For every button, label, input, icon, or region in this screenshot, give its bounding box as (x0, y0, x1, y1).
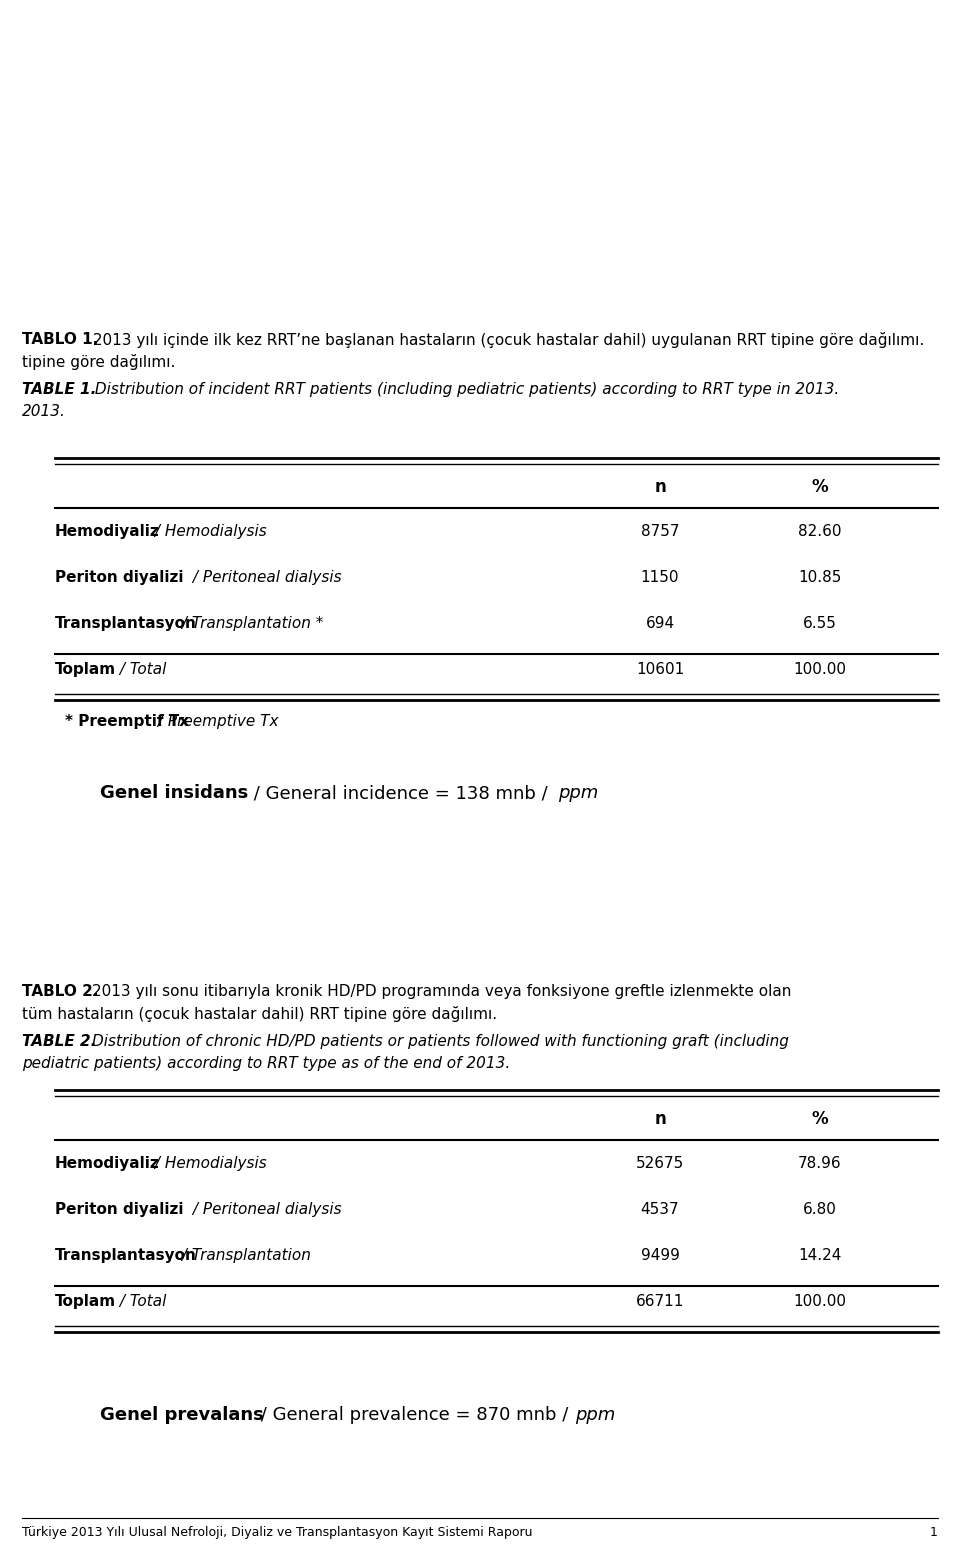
Text: GENEL BİLGİLER: GENEL BİLGİLER (22, 68, 273, 96)
Text: Transplantasyon: Transplantasyon (55, 615, 197, 631)
Text: 82.60: 82.60 (799, 524, 842, 540)
Text: 2013.: 2013. (22, 404, 66, 419)
Text: pediatric patients) according to RRT type as of the end of 2013.: pediatric patients) according to RRT typ… (22, 1056, 511, 1071)
Text: Transplantasyon: Transplantasyon (55, 1248, 197, 1263)
Text: General Incidence: General Incidence (22, 281, 199, 301)
Text: Genel Prevalans: Genel Prevalans (22, 894, 213, 914)
Text: / General prevalence = 870 mnb /: / General prevalence = 870 mnb / (255, 1405, 574, 1424)
Text: 78.96: 78.96 (798, 1156, 842, 1170)
Text: / Peritoneal dialysis: / Peritoneal dialysis (188, 570, 342, 584)
Text: Türkiye 2013 Yılı Ulusal Nefroloji, Diyaliz ve Transplantasyon Kayıt Sistemi Rap: Türkiye 2013 Yılı Ulusal Nefroloji, Diya… (22, 1526, 533, 1538)
Text: Genel İnsidans: Genel İnsidans (22, 247, 195, 267)
Text: 9499: 9499 (640, 1248, 680, 1263)
Text: 1: 1 (930, 1526, 938, 1538)
Text: 14.24: 14.24 (799, 1248, 842, 1263)
Text: / Total: / Total (115, 1294, 166, 1309)
Text: Genel prevalans: Genel prevalans (100, 1405, 264, 1424)
Text: 8757: 8757 (640, 524, 680, 540)
Text: n: n (654, 478, 666, 496)
Text: / Peritoneal dialysis: / Peritoneal dialysis (188, 1201, 342, 1217)
Text: Hemodiyaliz: Hemodiyaliz (55, 524, 159, 540)
Text: %: % (812, 1110, 828, 1129)
Text: 1150: 1150 (640, 570, 680, 584)
Text: 6.80: 6.80 (804, 1201, 837, 1217)
Text: Toplam: Toplam (55, 1294, 116, 1309)
Text: Periton diyalizi: Periton diyalizi (55, 1201, 183, 1217)
Text: 100.00: 100.00 (794, 1294, 847, 1309)
Text: / Transplantation *: / Transplantation * (177, 615, 324, 631)
Text: RENAL REPLACEMENT THERAPY (RRT) IN TURKEY:: RENAL REPLACEMENT THERAPY (RRT) IN TURKE… (22, 122, 681, 145)
Text: 6.55: 6.55 (804, 615, 837, 631)
Text: TÜRKİYE'DE RENAL REPLASMAN TEDAVİSİ (RRT):: TÜRKİYE'DE RENAL REPLASMAN TEDAVİSİ (RRT… (22, 19, 779, 48)
Text: / Preemptive Tx: / Preemptive Tx (153, 714, 278, 730)
Text: tipine göre dağılımı.: tipine göre dağılımı. (22, 354, 176, 369)
Text: Distribution of incident RRT patients (including pediatric patients) according t: Distribution of incident RRT patients (i… (90, 382, 839, 397)
Text: ppm: ppm (575, 1405, 615, 1424)
Text: * Preemptif Tx: * Preemptif Tx (65, 714, 189, 730)
Text: 4537: 4537 (640, 1201, 680, 1217)
Text: TABLE 1.: TABLE 1. (22, 382, 96, 397)
Text: General Prevalence: General Prevalence (22, 928, 213, 948)
Text: Distribution of chronic HD/PD patients or patients followed with functioning gra: Distribution of chronic HD/PD patients o… (92, 1034, 789, 1050)
Text: 66711: 66711 (636, 1294, 684, 1309)
Text: Toplam: Toplam (55, 662, 116, 677)
Text: TABLO 2.: TABLO 2. (22, 983, 99, 999)
Text: / Total: / Total (115, 662, 166, 677)
Text: Genel insidans: Genel insidans (100, 784, 249, 802)
Text: TABLO 1.: TABLO 1. (22, 332, 98, 346)
Text: 52675: 52675 (636, 1156, 684, 1170)
Text: TABLE 2.: TABLE 2. (22, 1034, 96, 1050)
Text: ppm: ppm (558, 784, 598, 802)
Text: 100.00: 100.00 (794, 662, 847, 677)
Text: 2013 yılı sonu itibarıyla kronik HD/PD programında veya fonksiyone greftle izlen: 2013 yılı sonu itibarıyla kronik HD/PD p… (92, 983, 791, 999)
Text: n: n (654, 1110, 666, 1129)
Text: GENERAL CONSIDERATIONS: GENERAL CONSIDERATIONS (22, 165, 388, 190)
Text: / General incidence = 138 mnb /: / General incidence = 138 mnb / (248, 784, 554, 802)
Text: %: % (812, 478, 828, 496)
Text: Periton diyalizi: Periton diyalizi (55, 570, 183, 584)
Text: 10601: 10601 (636, 662, 684, 677)
Text: 694: 694 (645, 615, 675, 631)
Text: / Hemodialysis: / Hemodialysis (150, 524, 267, 540)
Text: / Hemodialysis: / Hemodialysis (150, 1156, 267, 1170)
Text: / Transplantation: / Transplantation (177, 1248, 311, 1263)
Text: tüm hastaların (çocuk hastalar dahil) RRT tipine göre dağılımı.: tüm hastaların (çocuk hastalar dahil) RR… (22, 1006, 497, 1022)
Text: Hemodiyaliz: Hemodiyaliz (55, 1156, 159, 1170)
Text: 10.85: 10.85 (799, 570, 842, 584)
Text: 2013 yılı içinde ilk kez RRT’ne başlanan hastaların (çocuk hastalar dahil) uygul: 2013 yılı içinde ilk kez RRT’ne başlanan… (88, 332, 924, 348)
